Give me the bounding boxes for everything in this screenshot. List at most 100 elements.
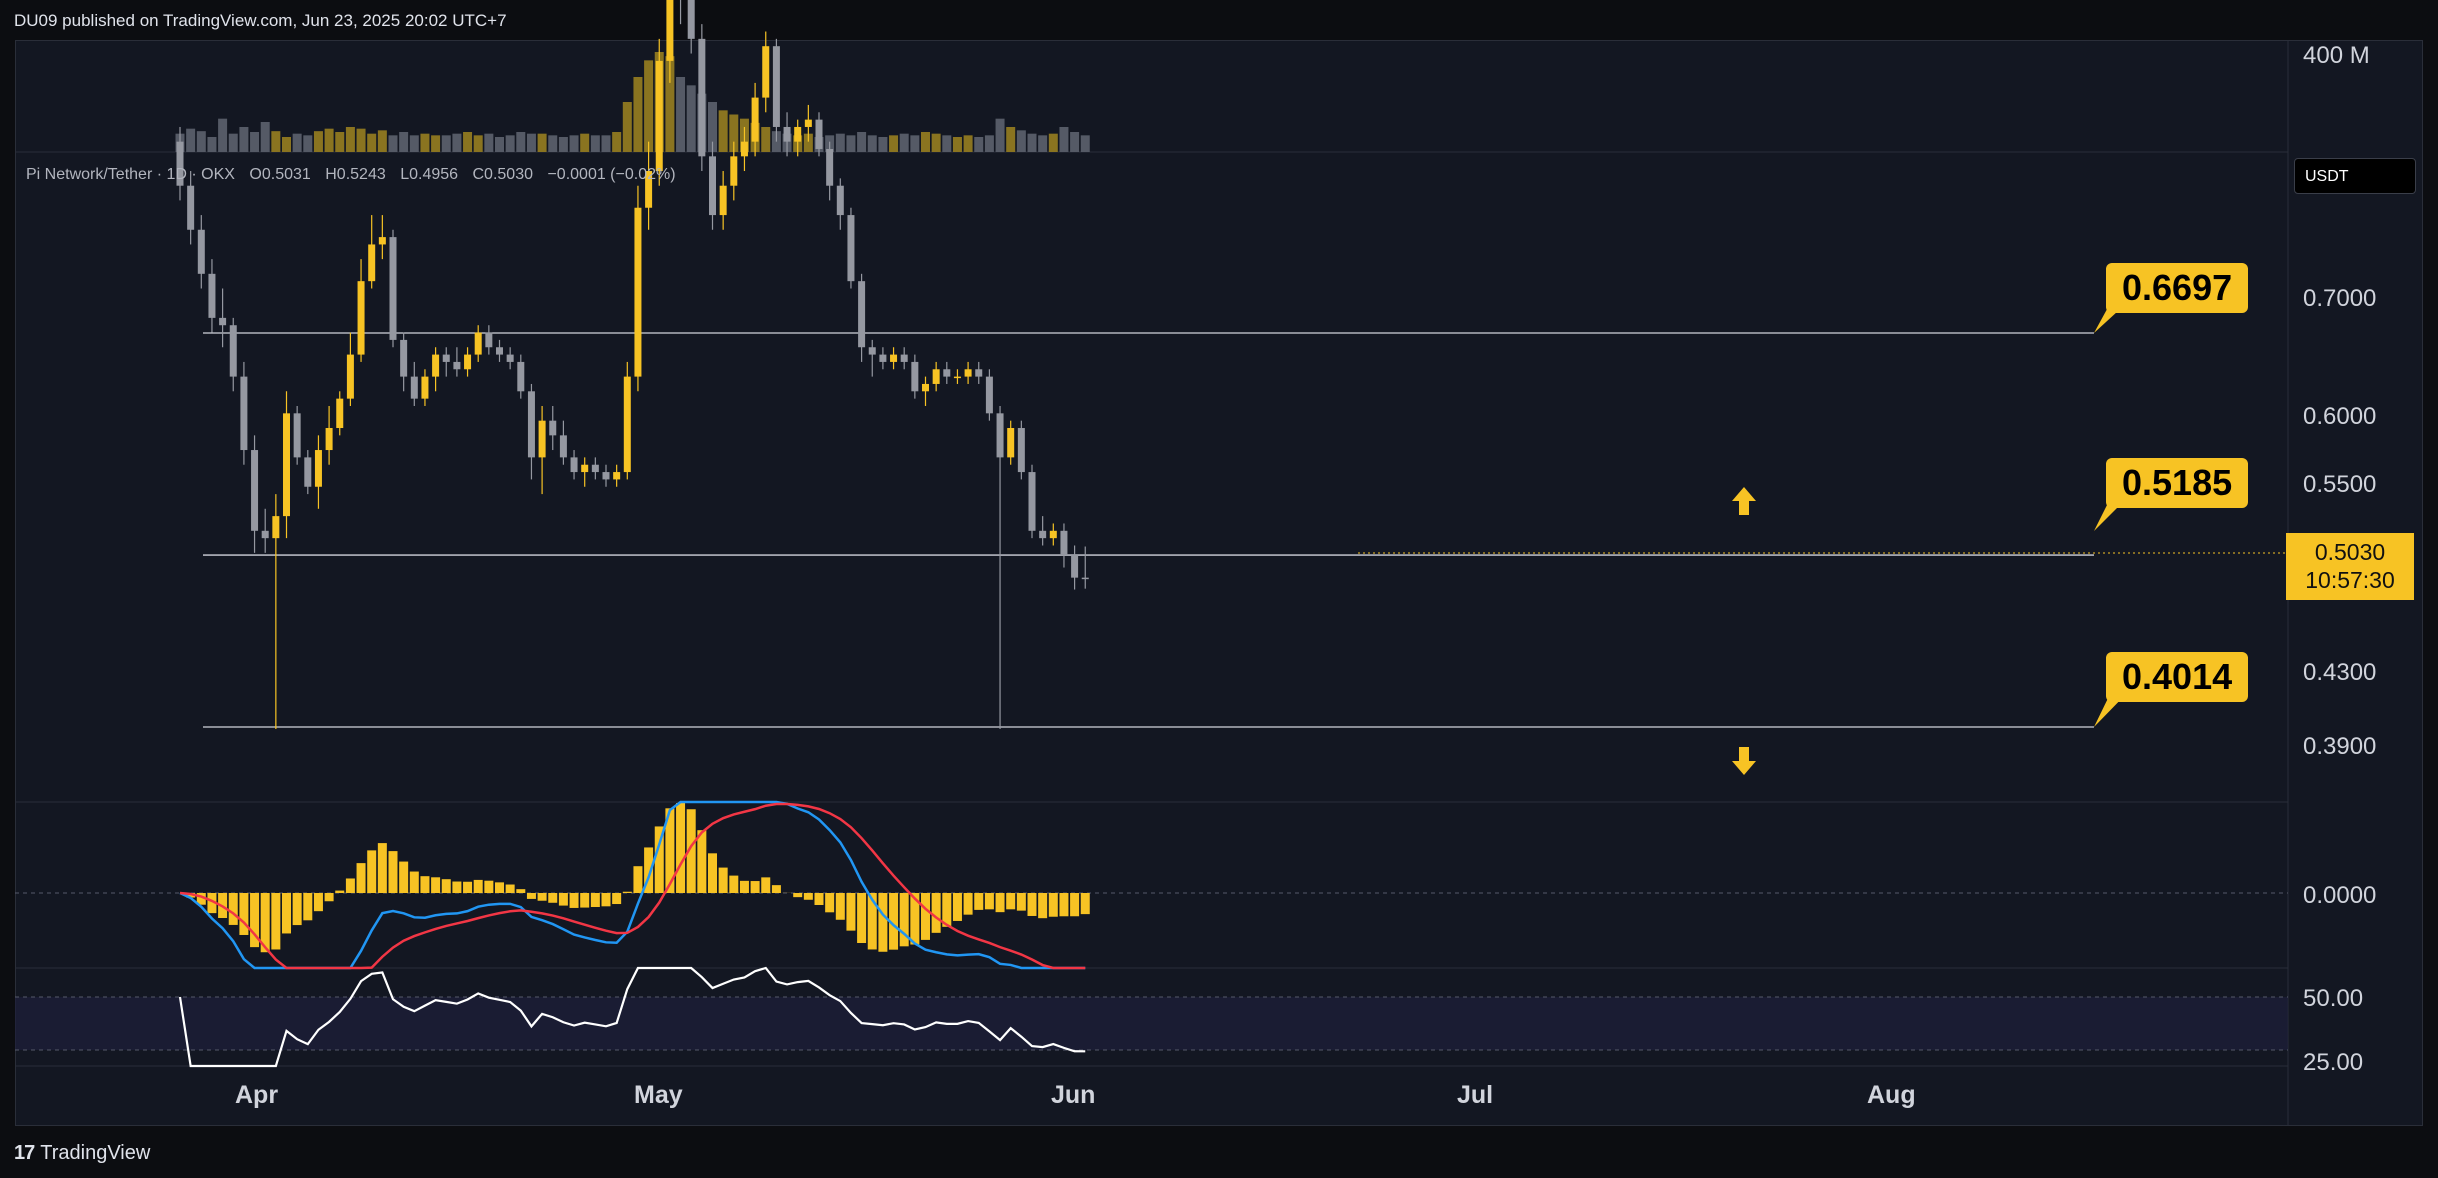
signal-line [179, 802, 1086, 970]
candle-body [549, 420, 557, 436]
volume-bar [718, 110, 728, 152]
candle-body [879, 354, 887, 362]
candle-body [772, 46, 780, 127]
macd-histogram-bar [495, 882, 504, 893]
candle-body [304, 457, 312, 487]
candle-body [506, 354, 514, 362]
candle-body [538, 420, 546, 458]
macd-histogram-bar [771, 885, 781, 893]
price-tick-1: 0.7000 [2303, 285, 2377, 312]
price-tick-3: 0.5500 [2303, 471, 2377, 498]
volume-bar [186, 128, 196, 152]
candle-body [240, 376, 248, 451]
candle-body [219, 317, 227, 326]
candle-body [868, 347, 876, 355]
legend-close: C0.5030 [472, 166, 534, 183]
x-label-jul: Jul [1457, 1081, 1494, 1109]
volume-bar [313, 131, 323, 152]
volume-bar [910, 135, 920, 152]
candle-body [975, 369, 983, 377]
candle-body [187, 185, 195, 230]
macd-histogram-bar [761, 877, 771, 893]
tradingview-logo[interactable]: 17 TradingView [14, 1142, 150, 1165]
macd-histogram-bar [739, 880, 749, 893]
candle-body [730, 156, 738, 186]
candle-body [314, 450, 322, 487]
candle-body [804, 119, 812, 127]
candle-body [794, 126, 802, 142]
volume-bar [463, 132, 473, 152]
tv-logo-icon: 17 [14, 1142, 35, 1164]
macd-histogram-bar [750, 881, 760, 893]
macd-histogram-bar [984, 893, 994, 910]
candle-body [709, 156, 716, 216]
candle-body [442, 354, 450, 362]
macd-histogram-bar [708, 853, 717, 893]
volume-bar [228, 133, 238, 152]
volume-bar [484, 133, 494, 152]
x-label-aug: Aug [1867, 1081, 1916, 1109]
candle-body [645, 171, 653, 208]
candle-body [464, 354, 472, 370]
volume-bar [345, 127, 355, 152]
macd-histogram-bar [473, 879, 483, 893]
macd-histogram-bar [335, 890, 345, 893]
macd-histogram-bar [537, 893, 547, 901]
candle-body [836, 185, 844, 216]
volume-bar [952, 137, 962, 152]
macd-histogram-bar [676, 803, 686, 893]
candle-body [666, 0, 674, 61]
volume-bar [1016, 130, 1026, 152]
macd-axis-label: 0.0000 [2303, 882, 2377, 909]
candle-body [208, 273, 216, 318]
volume-bar [676, 77, 686, 152]
volume-bar [984, 135, 994, 152]
volume-bar [420, 133, 430, 152]
macd-histogram-bar [367, 850, 377, 893]
candle-body [655, 60, 663, 172]
candle-body [197, 229, 205, 274]
level-label-2: 0.5185 [2106, 458, 2249, 508]
macd-histogram-bar [271, 893, 281, 950]
candle-body [985, 376, 993, 414]
candle-body [815, 119, 823, 149]
candle-body [389, 237, 397, 340]
macd-histogram-bar [601, 893, 611, 907]
volume-bar [1080, 135, 1090, 152]
macd-histogram-bar [207, 893, 217, 914]
macd-histogram-bar [484, 880, 494, 893]
candle-body [953, 376, 961, 379]
candle-body [602, 472, 610, 480]
currency-button[interactable]: USDT [2294, 158, 2416, 194]
candle-body [932, 369, 940, 384]
volume-bar [431, 135, 441, 152]
volume-bar [686, 85, 696, 152]
volume-bar [409, 135, 419, 152]
legend-high: H0.5243 [325, 166, 386, 183]
volume-bar [622, 102, 632, 152]
volume-bar [921, 132, 930, 152]
volume-bar [899, 133, 909, 152]
macd-histogram-bar [420, 876, 430, 893]
candle-body [325, 428, 333, 451]
candle-body [1060, 530, 1068, 556]
price-tick-5: 0.3900 [2303, 733, 2377, 760]
arrow-down-icon [1732, 747, 1756, 775]
brand-name: TradingView [40, 1142, 151, 1164]
volume-bar [590, 135, 600, 152]
candle-body [911, 361, 919, 392]
macd-histogram-bar [622, 891, 632, 893]
macd-histogram-bar [377, 843, 387, 893]
volume-bar [1048, 133, 1058, 152]
candle-body [378, 237, 386, 245]
macd-histogram-bar [196, 893, 206, 905]
rsi-tick-25: 25.00 [2303, 1049, 2364, 1076]
level-label-1: 0.6697 [2106, 263, 2249, 313]
candle-body [432, 354, 440, 377]
macd-histogram-bar [505, 884, 515, 893]
macd-histogram-bar [952, 893, 962, 921]
candle-body [410, 376, 418, 399]
volume-bar [388, 135, 398, 152]
macd-histogram-bar [1070, 893, 1080, 917]
